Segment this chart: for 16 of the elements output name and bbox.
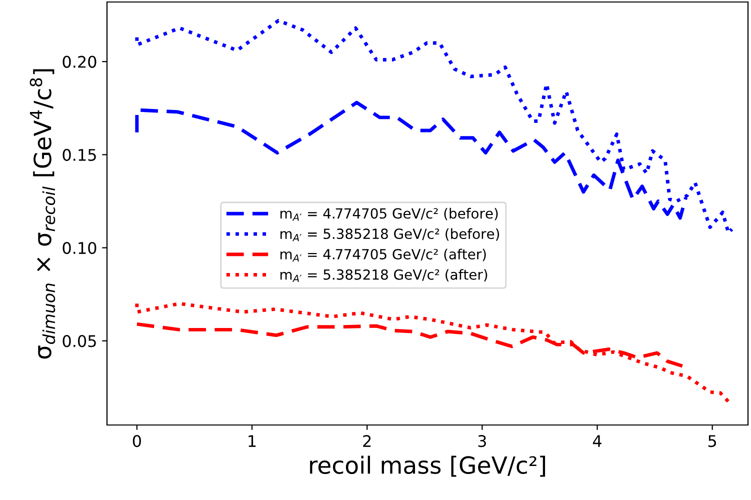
x-tick-label: 4 xyxy=(592,435,602,447)
legend-label: m$_{A′}$ = 4.774705 GeV/c² (after) xyxy=(280,248,486,262)
x-tick-label: 5 xyxy=(708,435,716,448)
y-tick-label: 0.15 xyxy=(62,148,96,161)
x-tick-label: 3 xyxy=(478,435,486,448)
text: σ$_{dimuon}$ × σ$_{recoil}$ [GeV$^{4}$/c$^{8}$] xyxy=(30,69,56,359)
x-tick-label: 0 xyxy=(132,435,141,448)
legend-label: m$_{A′}$ = 4.774705 GeV/c² (before) xyxy=(280,208,498,221)
x-tick-label: 1 xyxy=(248,435,256,447)
y-tick-label: 0.05 xyxy=(62,335,96,348)
y-tick-label: 0.10 xyxy=(62,242,96,254)
legend-label: m$_{A′}$ = 5.385218 GeV/c² (after) xyxy=(280,269,488,282)
legend-label: m$_{A′}$ = 5.385218 GeV/c² (before) xyxy=(280,228,500,242)
x-tick-label: 2 xyxy=(363,435,371,447)
y-tick-label: 0.20 xyxy=(62,56,96,68)
x-axis-title: recoil mass [GeV/c²] xyxy=(310,456,546,477)
